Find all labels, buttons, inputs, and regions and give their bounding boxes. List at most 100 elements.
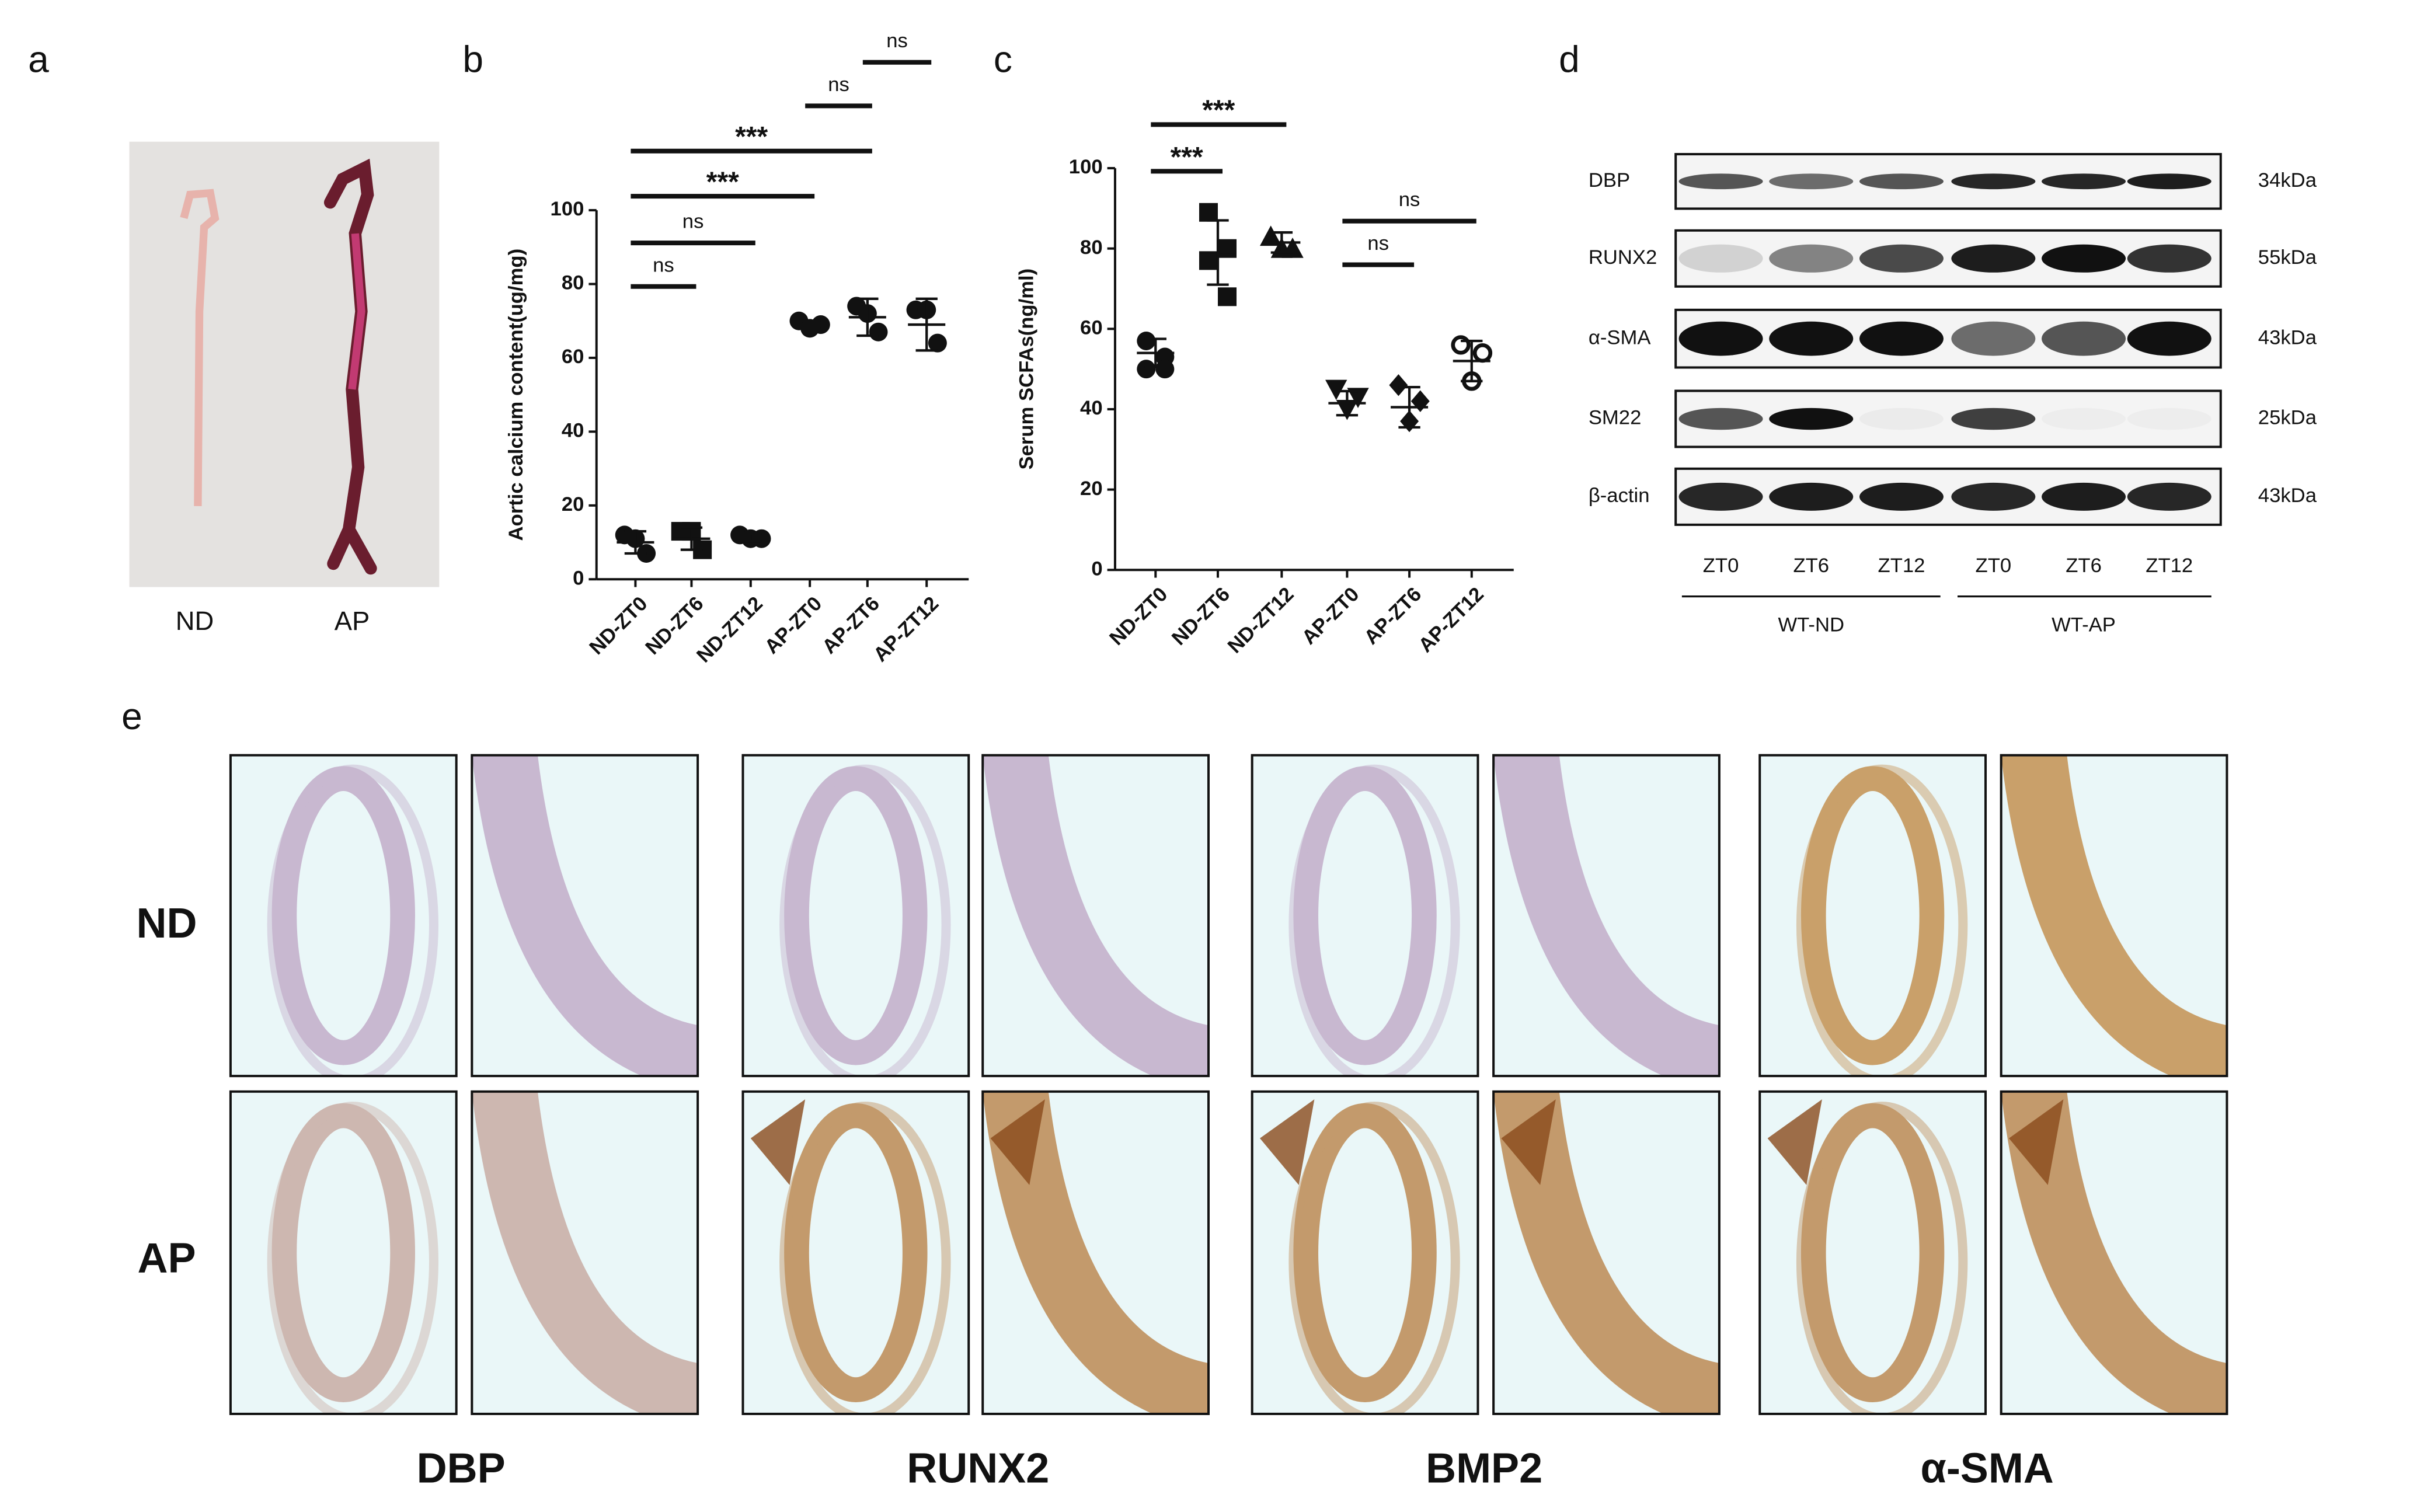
photo-label: AP: [335, 606, 370, 636]
calcification: [1501, 1099, 1556, 1185]
point: [1218, 287, 1237, 306]
ihc-frame: [741, 1090, 970, 1415]
vessel-ring: [271, 1103, 415, 1402]
tissue: [2001, 1091, 2227, 1414]
size-label: 25kDa: [2258, 407, 2317, 429]
photo-label: ND: [176, 606, 214, 636]
vessel-wall: [983, 755, 1208, 1076]
ihc-frame: [1251, 754, 1479, 1078]
vessel-ring: [784, 766, 928, 1065]
point: [928, 333, 947, 353]
adventitia: [779, 764, 951, 1076]
point: [869, 322, 888, 342]
ihc-frame: [471, 754, 699, 1078]
band: [1678, 321, 1763, 356]
y-tick-label: 40: [1080, 397, 1103, 419]
point: [1199, 251, 1218, 270]
significance-label: ***: [735, 121, 768, 152]
band: [2127, 173, 2211, 190]
ihc-frame: [2000, 1090, 2228, 1415]
panel-letter: a: [28, 39, 49, 81]
point: [1137, 360, 1156, 379]
point: [1347, 388, 1369, 409]
band: [1678, 482, 1763, 511]
tissue: [1767, 1099, 1968, 1414]
ihc-frame: [741, 754, 970, 1078]
tissue: [1288, 764, 1460, 1076]
row-label: α-SMA: [1589, 326, 1652, 349]
adventitia: [267, 764, 438, 1076]
band: [1951, 173, 2036, 190]
vessel-wall: [1493, 755, 1719, 1076]
band: [1769, 244, 1854, 273]
lane-label: ZT6: [2066, 555, 2102, 577]
tissue: [1493, 1091, 1719, 1414]
vessel-wall: [2001, 755, 2227, 1076]
calcification: [750, 1099, 806, 1185]
y-tick-label: 60: [1080, 317, 1103, 339]
y-tick-label: 100: [551, 198, 584, 220]
y-tick-label: 0: [1091, 558, 1102, 580]
size-label: 43kDa: [2258, 485, 2317, 507]
y-axis-label: Serum SCFAs(ng/ml): [1016, 269, 1038, 470]
ihc-frame: [1758, 754, 1987, 1078]
vessel-ring: [271, 766, 415, 1065]
point: [1472, 343, 1493, 363]
ihc-panel: [743, 755, 969, 1076]
calcification: [1260, 1099, 1315, 1185]
tissue: [472, 1091, 698, 1414]
band: [2127, 408, 2211, 430]
band: [1859, 482, 1944, 511]
panel-letter: d: [1559, 39, 1580, 81]
panel-letter: b: [462, 39, 483, 81]
tissue: [2001, 755, 2227, 1076]
significance-label: ***: [1202, 95, 1235, 126]
significance-label: ns: [828, 74, 849, 96]
lane-label: ZT0: [1703, 555, 1739, 577]
panel-letter: c: [994, 39, 1012, 81]
row-label: DBP: [1589, 169, 1630, 191]
band: [2042, 173, 2126, 190]
y-tick-label: 20: [1080, 478, 1103, 500]
ihc-frame: [1251, 1090, 1479, 1415]
vessel-ring: [1800, 1103, 1945, 1402]
row-label: AP: [138, 1235, 196, 1282]
band: [1769, 407, 1854, 430]
vessel-ring: [1800, 766, 1945, 1065]
band: [1951, 482, 2036, 511]
band: [2127, 244, 2211, 273]
calcification: [1767, 1099, 1822, 1185]
tissue: [1493, 755, 1719, 1076]
blot-strip: [1674, 389, 2222, 448]
stain-label: α-SMA: [1921, 1445, 2054, 1492]
significance-label: ***: [706, 166, 739, 197]
band: [1859, 407, 1944, 430]
band: [1859, 244, 1944, 273]
band: [2042, 244, 2126, 273]
band: [1769, 173, 1854, 190]
ihc-panel: [1760, 755, 1986, 1076]
point: [1451, 335, 1471, 355]
ihc-panel: [1252, 755, 1478, 1076]
photo-background: [129, 141, 440, 587]
band: [2042, 321, 2126, 356]
tissue: [267, 1102, 438, 1414]
row-label: SM22: [1589, 407, 1642, 429]
lane-label: ZT12: [2146, 555, 2193, 577]
tissue: [983, 1091, 1208, 1414]
ihc-frame: [981, 1090, 1210, 1415]
vessel-wall: [472, 1091, 698, 1414]
size-label: 55kDa: [2258, 246, 2317, 269]
y-axis-label: Aortic calcium content(ug/mg): [505, 249, 527, 541]
band: [2042, 482, 2126, 511]
band: [1678, 407, 1763, 430]
ihc-frame: [229, 754, 458, 1078]
y-tick-label: 20: [562, 493, 584, 515]
calcification: [2009, 1099, 2064, 1185]
point: [1260, 225, 1282, 246]
ihc-frame: [1758, 1090, 1987, 1415]
photo: [129, 141, 440, 587]
stain-label: DBP: [417, 1445, 506, 1492]
ihc-grid: DBP RUNX2 BMP2 α-SMA ND AP: [137, 754, 2228, 1492]
